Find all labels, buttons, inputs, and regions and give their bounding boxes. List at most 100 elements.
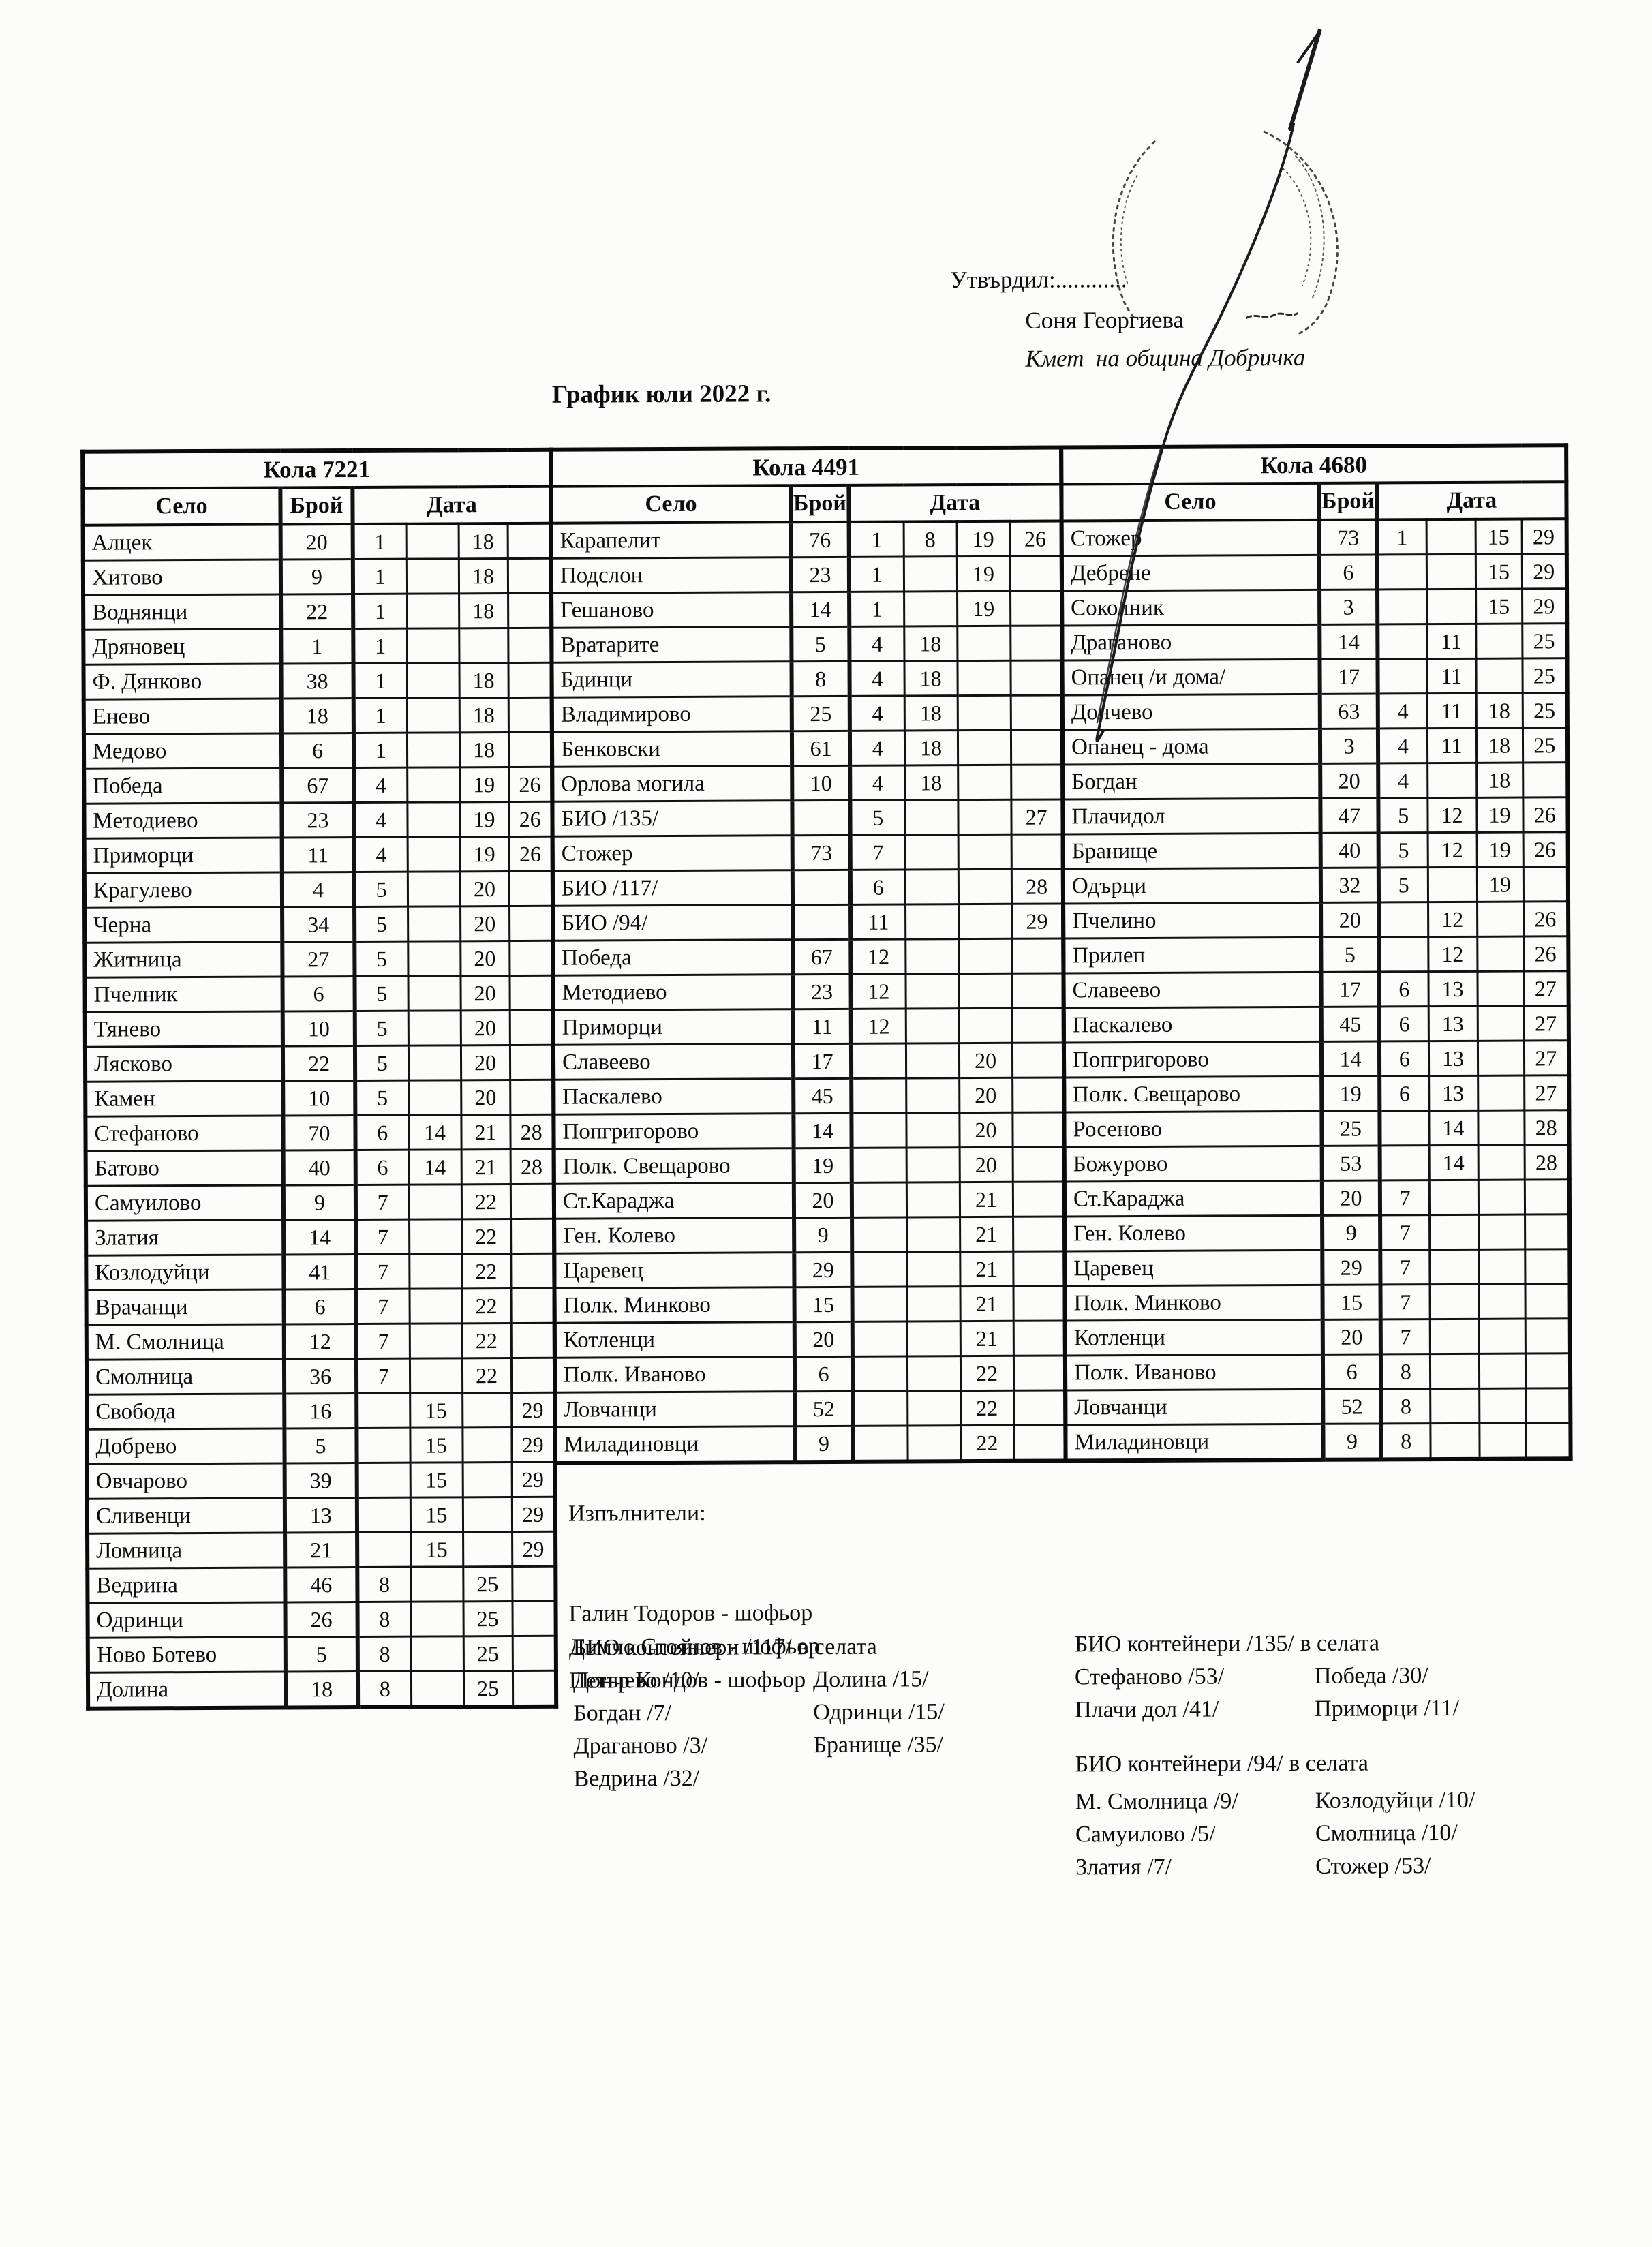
date-cell [510,1323,555,1358]
count-cell: 45 [1321,1006,1379,1042]
date-cell [507,558,552,594]
village-cell: Победа [84,767,282,804]
count-cell: 70 [283,1115,356,1150]
count-cell [793,904,851,940]
date-cell [462,1497,513,1532]
date-cell: 20 [959,1077,1013,1113]
bio-row: М. Смолница /9/Козлодуйци /10/ [1075,1784,1566,1818]
bio-item-right: Стожер /53/ [1315,1853,1431,1879]
date-cell [1427,763,1477,798]
col-header-village: Село [1061,483,1319,521]
date-cell [408,1045,461,1081]
count-cell [792,800,851,836]
table-row: Полк. Свещарово 19 20 [553,1146,1065,1184]
table-title: Кола 4491 [551,447,1062,487]
count-cell: 6 [281,733,354,768]
count-cell: 15 [794,1287,853,1322]
date-cell [407,836,460,872]
bio-row: Ведрина /32/ [574,1761,1024,1796]
count-cell: 6 [1322,1354,1381,1390]
date-cell: 26 [1009,521,1062,557]
count-cell: 17 [1321,971,1379,1007]
date-cell [1011,834,1063,870]
bio-item-left: Драганово /3/ [573,1732,708,1759]
date-cell [1011,973,1064,1009]
date-cell: 5 [1378,797,1428,833]
village-cell: Гешаново [551,592,792,628]
bio-item-right: Бранище /35/ [813,1732,944,1758]
date-cell [958,938,1012,974]
date-cell: 12 [851,1008,906,1044]
date-cell: 8 [357,1602,411,1637]
count-cell: 20 [793,1182,853,1218]
table-row: Стефаново 70 6 14 21 28 [85,1114,554,1152]
village-cell: Хитово [82,559,281,596]
count-cell: 11 [793,1009,851,1044]
date-cell [1525,1422,1571,1459]
date-cell [408,1010,461,1046]
bio-item-right: Приморци /11/ [1315,1695,1460,1722]
date-cell: 18 [459,662,508,698]
table-body: Стожер 73 1 15 29 Дебрене 6 15 29 Соколник 3 15 29 Др… [1061,519,1571,1461]
table-row: Опанец /и дома/17 11 25 [1062,658,1567,695]
date-cell [957,626,1011,661]
date-cell: 15 [410,1392,463,1428]
date-cell: 4 [1377,693,1427,729]
date-cell: 8 [903,521,957,557]
date-cell [510,1288,555,1324]
date-cell: 15 [1475,519,1522,555]
date-cell: 1 [849,591,904,627]
executors-heading: Изпълнители: [568,1500,706,1527]
date-cell [1377,589,1427,624]
village-cell: Ген. Колево [554,1217,795,1254]
count-cell: 9 [283,1184,356,1220]
count-cell: 40 [283,1150,356,1185]
bio-item-right: Смолница /10/ [1315,1820,1458,1846]
count-cell: 13 [284,1497,358,1533]
bio-row: Самуилово /5/Смолница /10/ [1075,1816,1566,1851]
date-cell: 25 [1522,658,1567,694]
signature-flourish [1245,312,1298,319]
table-row: Ловчанци 52 22 [555,1390,1066,1428]
date-cell: 8 [357,1671,412,1708]
date-cell: 19 [459,767,509,802]
village-cell: БИО /117/ [552,870,793,906]
date-cell [906,1112,960,1148]
date-cell: 27 [1523,1005,1569,1041]
approver-title: Кмет на община Добричка [1025,343,1306,372]
count-cell: 20 [794,1321,853,1357]
date-cell [958,1008,1012,1043]
date-cell [852,1286,907,1322]
table-row: М. Смолница 12 7 22 [86,1323,555,1360]
schedule-table-kola-7221: Кола 7221 Село Брой Дата Алцек 20 1 18 Хитов… [80,447,559,1711]
date-cell [409,1288,462,1324]
date-cell [1377,658,1427,694]
count-cell: 6 [284,1289,356,1324]
date-cell [508,697,552,733]
date-cell [851,1182,907,1218]
count-cell: 10 [792,765,851,801]
table-row: Славеево 17 20 [553,1042,1065,1080]
count-cell: 17 [793,1043,852,1079]
date-cell [1012,1146,1065,1182]
date-cell [958,869,1012,904]
date-cell: 1 [352,559,407,594]
bio-item-left: М. Смолница /9/ [1075,1788,1238,1815]
date-cell [509,941,553,976]
date-cell [1010,694,1062,731]
bio-item-right: Победа /30/ [1314,1663,1428,1689]
date-cell [957,660,1011,696]
count-cell: 63 [1319,693,1378,729]
date-cell [462,1392,512,1428]
bio-row: Драганово /3/Бранище /35/ [573,1728,1023,1763]
count-cell: 19 [1321,1075,1380,1112]
village-cell: Опанец - дома [1062,729,1321,765]
village-cell: Тянево [85,1011,283,1048]
date-cell: 15 [1475,589,1523,624]
date-cell [1429,1319,1479,1354]
bio-heading: БИО контейнери /135/ в селата [1074,1630,1380,1657]
date-cell [851,1147,906,1183]
date-cell [510,1080,554,1115]
date-cell [958,799,1011,835]
date-cell: 19 [1476,797,1523,833]
